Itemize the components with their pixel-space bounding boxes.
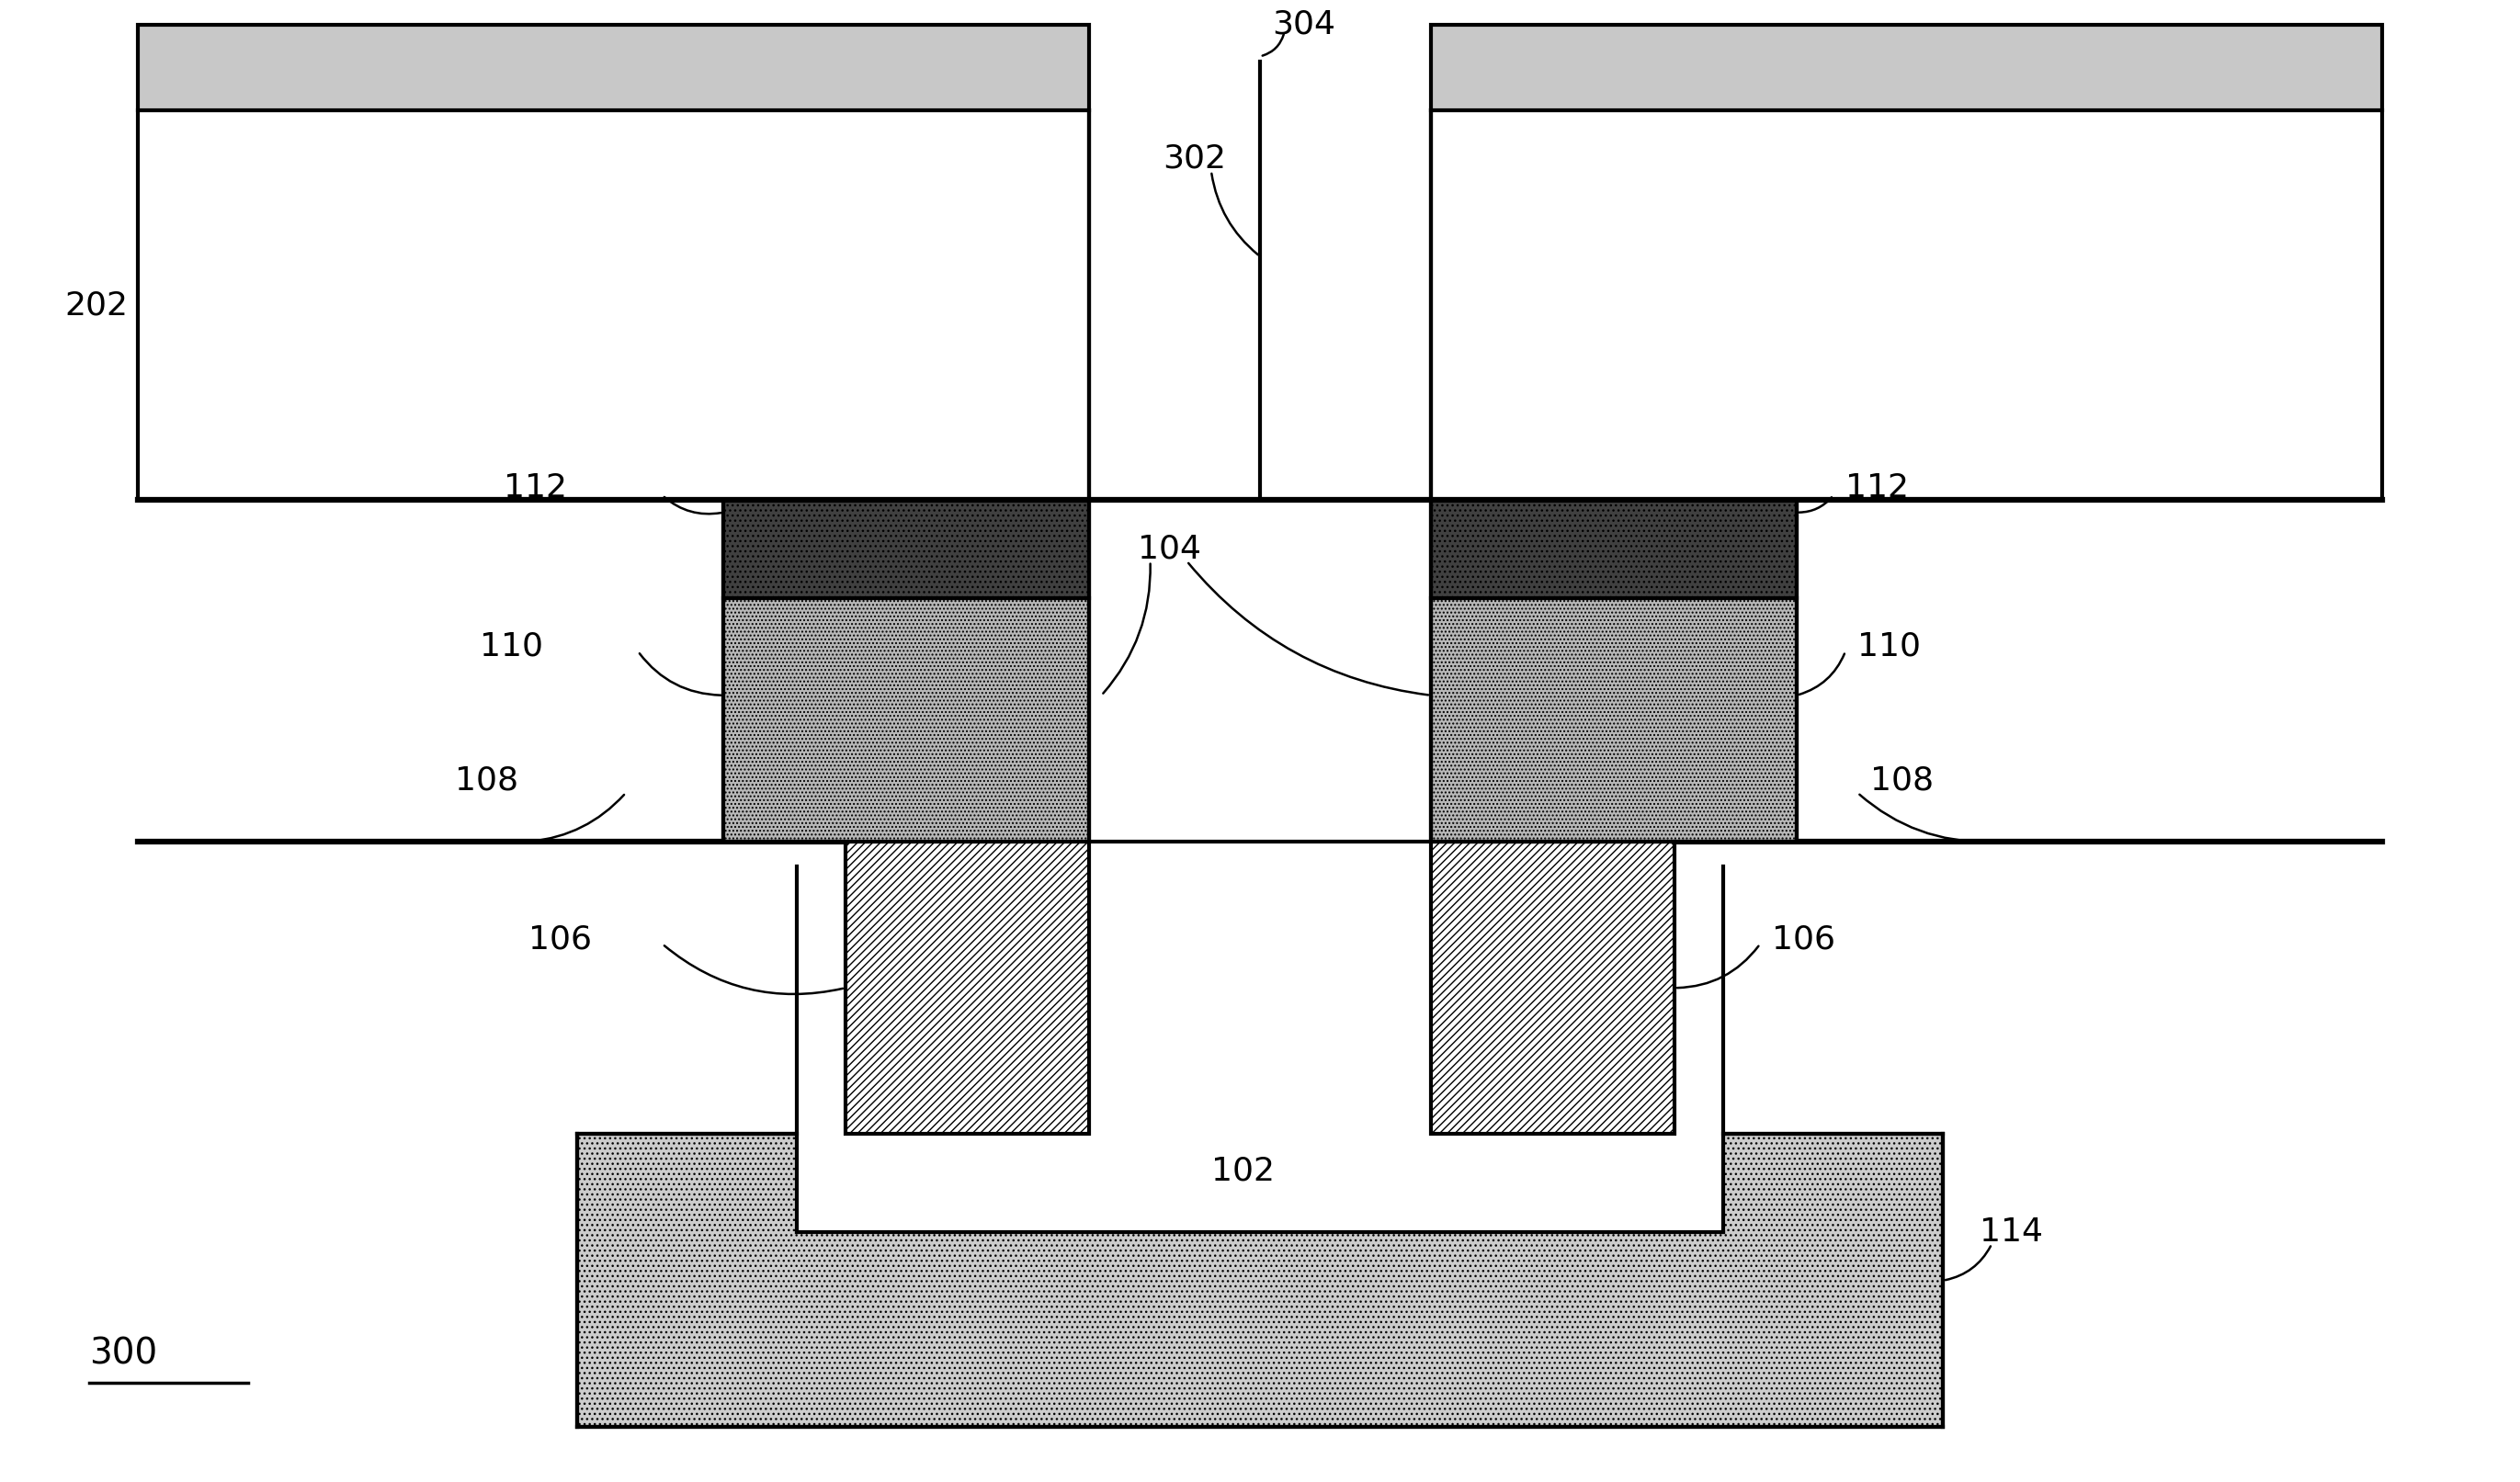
Text: 300: 300 — [88, 1337, 156, 1371]
Bar — [577, 1134, 1943, 1427]
Text: 302: 302 — [1162, 144, 1225, 175]
Text: 110: 110 — [1857, 631, 1920, 662]
Text: 102: 102 — [1212, 1154, 1275, 1187]
Text: 108: 108 — [456, 765, 519, 796]
Bar — [1431, 110, 2381, 501]
Bar — [796, 865, 1724, 1232]
Text: 112: 112 — [1845, 473, 1908, 504]
Text: 110: 110 — [479, 631, 542, 662]
Bar — [1431, 842, 1676, 1134]
Text: 106: 106 — [529, 923, 592, 954]
Bar — [1431, 597, 1797, 842]
Text: 104: 104 — [1139, 534, 1202, 565]
Bar — [844, 842, 1089, 1134]
Text: 204: 204 — [161, 58, 227, 89]
Text: 202: 202 — [66, 289, 129, 320]
Bar — [139, 110, 1089, 501]
Bar — [1431, 501, 1797, 597]
Bar — [1431, 25, 2381, 110]
Text: 112: 112 — [504, 473, 567, 504]
Bar — [139, 25, 1089, 110]
Text: 114: 114 — [1981, 1217, 2044, 1248]
Text: 304: 304 — [1273, 9, 1336, 40]
Bar — [723, 501, 1089, 597]
Bar — [723, 597, 1089, 842]
Text: 106: 106 — [1772, 923, 1835, 954]
Text: 108: 108 — [1870, 765, 1933, 796]
